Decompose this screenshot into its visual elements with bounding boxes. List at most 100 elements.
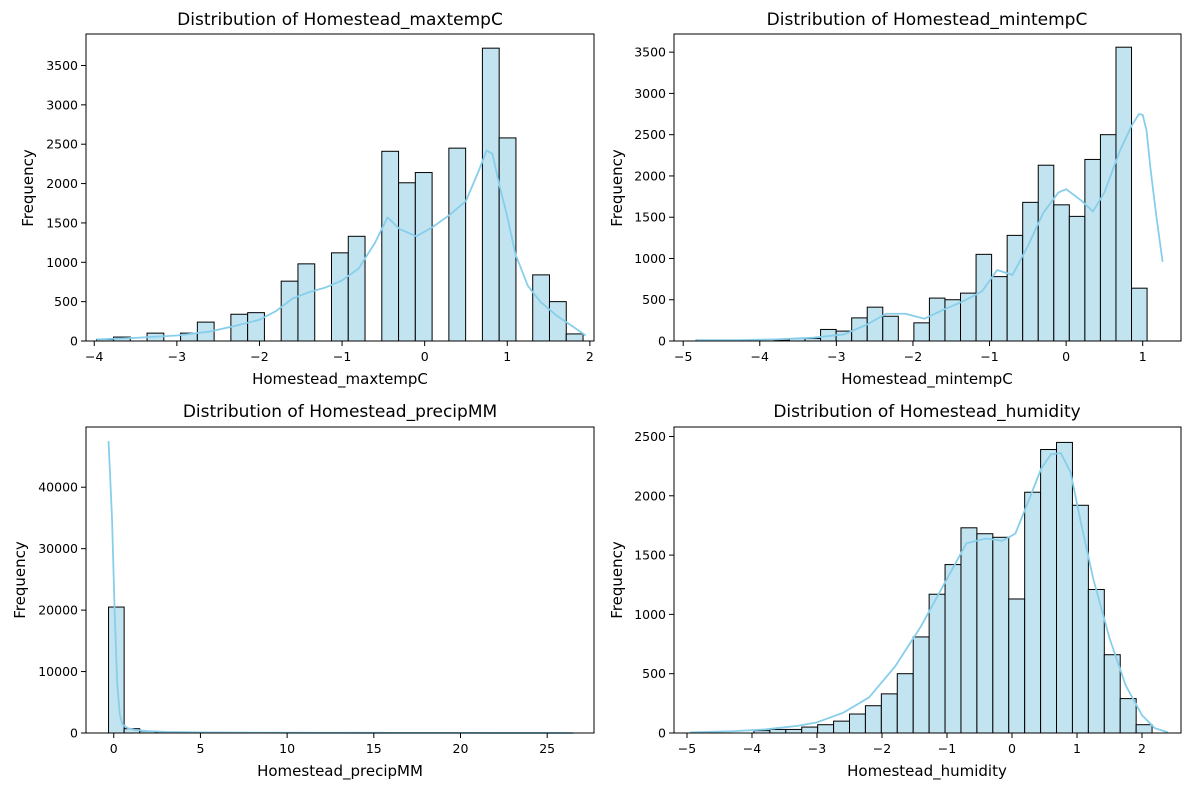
histogram-bar xyxy=(498,137,517,342)
y-tick-label: 1500 xyxy=(634,548,666,563)
x-tick-label: −3 xyxy=(808,741,826,756)
chart-title: Distribution of Homestead_precipMM xyxy=(183,402,497,422)
x-tick-label: −2 xyxy=(873,741,891,756)
y-axis-label: Frequency xyxy=(19,149,37,227)
y-tick-label: 0 xyxy=(70,334,78,349)
histogram-bar xyxy=(347,235,366,342)
x-tick-label: 0 xyxy=(421,349,429,364)
histogram-bar xyxy=(864,705,882,734)
histogram-bar xyxy=(992,536,1010,734)
histogram-bar xyxy=(448,147,467,342)
x-tick-label: −1 xyxy=(333,349,351,364)
y-tick-label: 3000 xyxy=(634,86,666,101)
histogram-bar xyxy=(398,182,416,342)
histogram-bar xyxy=(880,693,898,734)
y-axis-label: Frequency xyxy=(608,149,626,227)
x-tick-label: 20 xyxy=(453,741,469,756)
histogram-bar xyxy=(1024,491,1042,734)
histogram-bar xyxy=(1022,201,1039,342)
histogram-bar xyxy=(414,172,433,342)
y-tick-label: 0 xyxy=(70,726,78,741)
y-tick-label: 2500 xyxy=(634,127,666,142)
histogram-bar xyxy=(944,564,962,734)
y-tick-label: 1500 xyxy=(634,210,666,225)
y-tick-label: 3500 xyxy=(46,58,78,73)
x-axis-label: Homestead_mintempC xyxy=(841,370,1012,389)
histogram-bar xyxy=(247,312,265,342)
axes-frame xyxy=(85,426,595,734)
histogram-bar xyxy=(280,280,299,342)
x-tick-label: 10 xyxy=(279,741,295,756)
plot-area: −5 −4 −3 −2 −1 0 1 2 0 500 1000 1500 2000 2500 xyxy=(634,426,1182,756)
histogram-bar xyxy=(833,720,851,734)
histogram-bar xyxy=(928,297,946,342)
y-tick-label: 30000 xyxy=(38,541,78,556)
histogram-bar xyxy=(297,263,316,342)
y-tick-label: 10000 xyxy=(38,664,78,679)
histogram-bar xyxy=(975,253,993,342)
axes-frame xyxy=(673,33,1182,342)
histogram-bar xyxy=(1084,158,1101,342)
x-tick-label: 2 xyxy=(586,349,594,364)
chart-title: Distribution of Homestead_mintempC xyxy=(767,10,1088,30)
y-tick-label: 2000 xyxy=(46,176,78,191)
y-tick-label: 0 xyxy=(658,334,666,349)
y-tick-label: 2500 xyxy=(46,137,78,152)
histogram-bar xyxy=(1115,46,1133,342)
y-tick-label: 500 xyxy=(54,294,78,309)
histogram-bar xyxy=(1135,724,1153,734)
axes-frame xyxy=(673,426,1182,734)
kde-line xyxy=(696,113,1164,342)
y-tick-label: 2500 xyxy=(634,429,666,444)
x-tick-label: 1 xyxy=(1073,741,1081,756)
chart-title: Distribution of Homestead_maxtempC xyxy=(177,10,503,30)
x-tick-label: 0 xyxy=(1008,741,1016,756)
x-tick-label: −2 xyxy=(250,349,268,364)
y-tick-label: 1000 xyxy=(634,251,666,266)
x-tick-label: 15 xyxy=(366,741,382,756)
y-tick-label: 20000 xyxy=(38,603,78,618)
histogram-bar xyxy=(991,276,1008,342)
subplot-precipMM: Distribution of Homestead_precipMM Frequ… xyxy=(11,402,595,781)
histogram-bar xyxy=(1008,598,1026,734)
x-tick-label: −2 xyxy=(904,349,922,364)
histogram-bar xyxy=(785,728,803,734)
histogram-bar xyxy=(1068,215,1086,342)
kde-line xyxy=(690,452,1169,734)
x-axis-label: Homestead_maxtempC xyxy=(252,370,428,389)
subplot-maxtempC: Distribution of Homestead_maxtempC Frequ… xyxy=(19,10,595,389)
kde-line xyxy=(107,441,574,734)
y-tick-label: 3000 xyxy=(46,97,78,112)
histogram-bar xyxy=(565,333,584,342)
x-tick-label: −5 xyxy=(674,349,692,364)
histogram-bar xyxy=(849,713,866,734)
histogram-bar xyxy=(481,47,500,342)
x-tick-label: 25 xyxy=(539,741,555,756)
histogram-bar xyxy=(769,728,787,734)
y-tick-label: 500 xyxy=(642,292,666,307)
x-tick-label: 2 xyxy=(1138,741,1146,756)
y-tick-label: 1000 xyxy=(634,607,666,622)
y-tick-label: 2000 xyxy=(634,488,666,503)
histogram-bar xyxy=(1103,654,1121,734)
histogram-bar xyxy=(1053,204,1070,342)
axes-frame xyxy=(85,33,595,342)
histogram-bar xyxy=(381,150,400,342)
x-tick-label: −1 xyxy=(938,741,956,756)
kde-line xyxy=(96,149,587,341)
y-tick-label: 1000 xyxy=(46,255,78,270)
x-tick-label: −3 xyxy=(168,349,186,364)
histogram-bar xyxy=(1071,504,1089,734)
x-axis-label: Homestead_humidity xyxy=(847,762,1007,781)
plot-area: 0 5 10 15 20 25 0 10000 20000 30000 40000 xyxy=(38,426,595,756)
plot-area: −4 −3 −2 −1 0 1 2 0 500 1000 1500 2000 2500 3000 3500 xyxy=(46,33,595,364)
histogram-bar xyxy=(1056,441,1073,734)
x-tick-label: −4 xyxy=(85,349,103,364)
chart-title: Distribution of Homestead_humidity xyxy=(773,402,1080,422)
x-tick-label: −4 xyxy=(751,349,769,364)
x-tick-label: 1 xyxy=(503,349,511,364)
y-axis-label: Frequency xyxy=(11,541,29,619)
x-tick-label: −3 xyxy=(827,349,845,364)
x-tick-label: 1 xyxy=(1139,349,1147,364)
